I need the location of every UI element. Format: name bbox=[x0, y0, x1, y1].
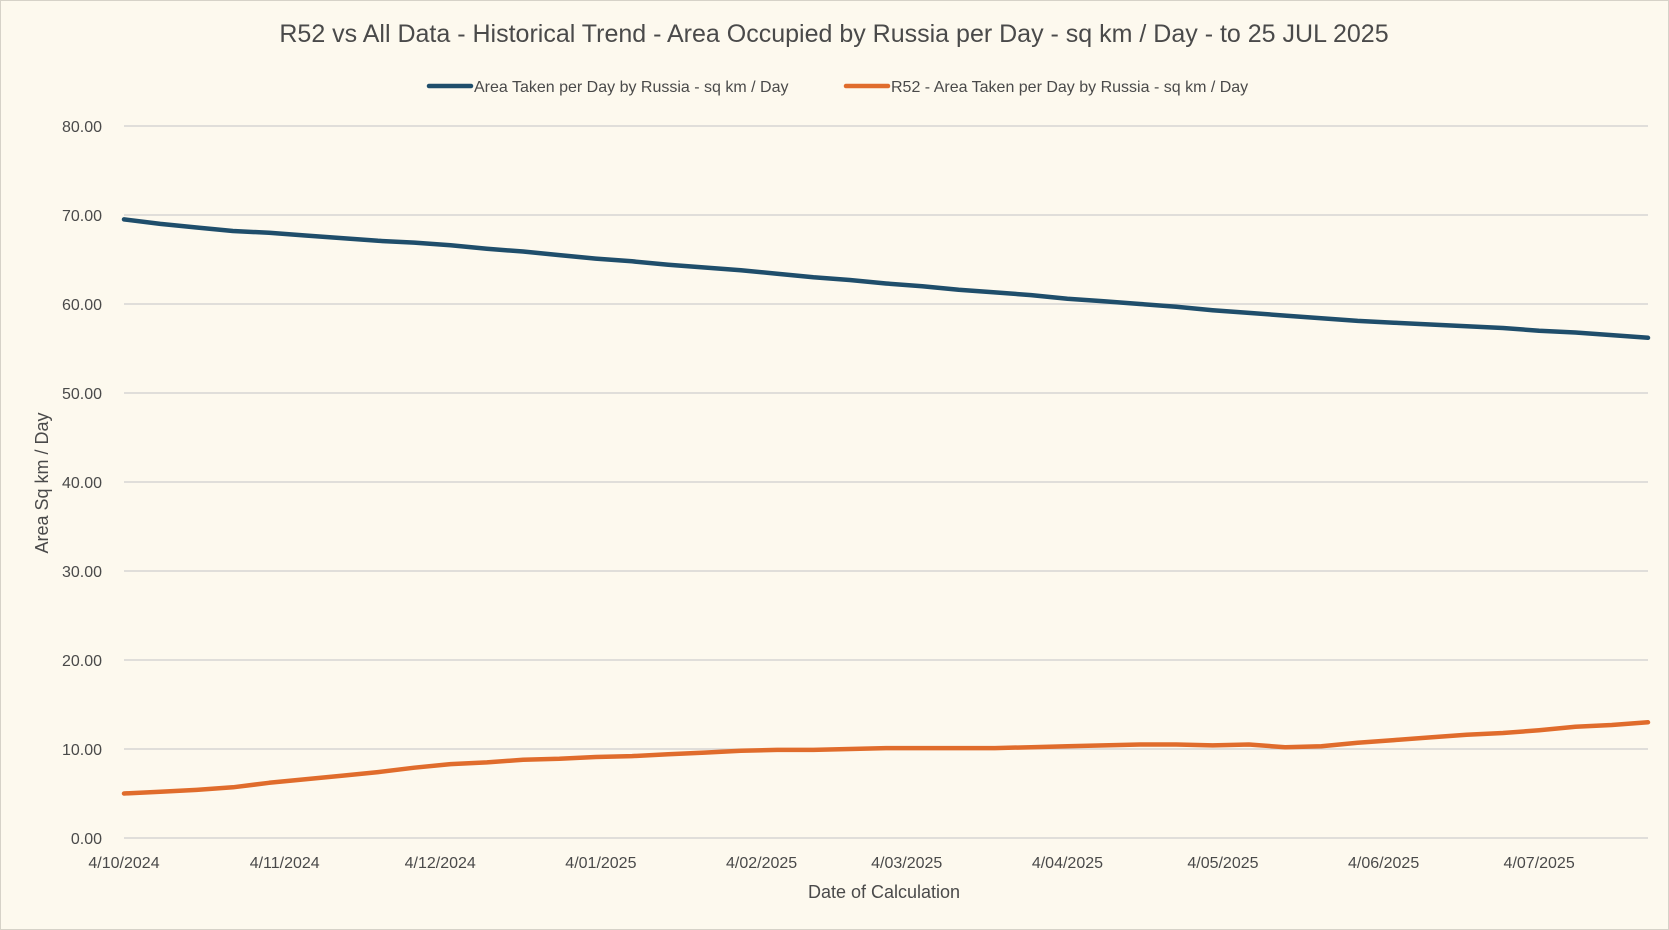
y-tick-label: 30.00 bbox=[62, 564, 102, 581]
y-tick-label: 50.00 bbox=[62, 386, 102, 403]
x-tick-label: 4/05/2025 bbox=[1187, 855, 1258, 872]
x-tick-label: 4/07/2025 bbox=[1504, 855, 1575, 872]
legend-label-series-2: R52 - Area Taken per Day by Russia - sq … bbox=[891, 79, 1248, 96]
gridlines bbox=[124, 125, 1648, 839]
x-tick-label: 4/03/2025 bbox=[871, 855, 942, 872]
x-tick-label: 4/04/2025 bbox=[1032, 855, 1103, 872]
x-tick-label: 4/10/2024 bbox=[88, 855, 159, 872]
y-tick-label: 10.00 bbox=[62, 742, 102, 759]
series-lines bbox=[121, 217, 1651, 796]
x-axis-title: Date of Calculation bbox=[808, 882, 960, 902]
y-tick-label: 70.00 bbox=[62, 208, 102, 225]
y-tick-label: 0.00 bbox=[71, 831, 102, 848]
chart-title: R52 vs All Data - Historical Trend - Are… bbox=[279, 20, 1388, 48]
y-tick-label: 80.00 bbox=[62, 119, 102, 136]
x-axis-tick-labels: 4/10/2024 4/11/2024 4/12/2024 4/01/2025 4/02… bbox=[88, 855, 1574, 872]
x-tick-label: 4/12/2024 bbox=[405, 855, 476, 872]
series-line-1 bbox=[121, 217, 1651, 341]
x-tick-label: 4/02/2025 bbox=[726, 855, 797, 872]
y-tick-label: 20.00 bbox=[62, 653, 102, 670]
legend-item-series-1: Area Taken per Day by Russia - sq km / D… bbox=[426, 79, 789, 96]
series-line-2 bbox=[121, 720, 1651, 796]
y-tick-label: 60.00 bbox=[62, 297, 102, 314]
x-tick-label: 4/11/2024 bbox=[250, 855, 320, 872]
x-tick-label: 4/06/2025 bbox=[1348, 855, 1419, 872]
y-axis-title: Area Sq km / Day bbox=[32, 412, 52, 553]
legend: Area Taken per Day by Russia - sq km / D… bbox=[426, 79, 1248, 96]
x-tick-label: 4/01/2025 bbox=[565, 855, 636, 872]
y-axis-tick-labels: 0.00 10.00 20.00 30.00 40.00 50.00 60.00 70.00 8… bbox=[62, 119, 102, 848]
legend-item-series-2: R52 - Area Taken per Day by Russia - sq … bbox=[843, 79, 1248, 96]
legend-label-series-1: Area Taken per Day by Russia - sq km / D… bbox=[474, 79, 789, 96]
y-tick-label: 40.00 bbox=[62, 475, 102, 492]
